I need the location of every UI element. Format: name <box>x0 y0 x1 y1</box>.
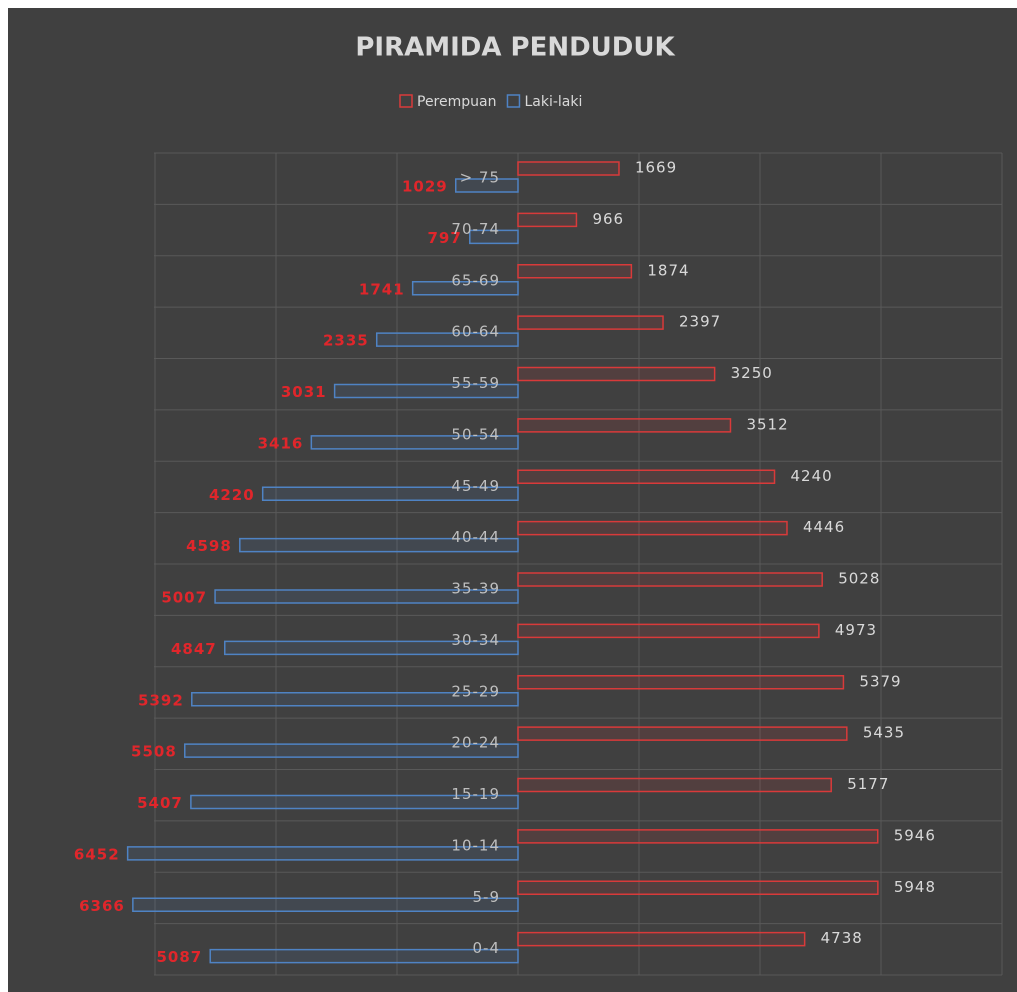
data-label: 3250 <box>731 364 773 382</box>
data-label: 1741 <box>359 280 405 298</box>
category-label: 25-29 <box>451 682 500 700</box>
category-label: 70-74 <box>451 220 500 238</box>
bar <box>261 486 519 501</box>
data-label: 4446 <box>803 518 845 536</box>
data-label: 4847 <box>171 640 217 658</box>
category-label: 10-14 <box>451 836 500 854</box>
category-label: 55-59 <box>451 374 500 392</box>
category-label: 60-64 <box>451 323 500 341</box>
bar <box>517 931 806 947</box>
data-label: 5087 <box>156 948 202 966</box>
data-label: 5948 <box>894 878 936 896</box>
legend-swatch <box>506 94 521 108</box>
data-label: 3416 <box>258 434 304 452</box>
data-label: 5392 <box>138 691 184 709</box>
data-label: 966 <box>592 210 624 228</box>
bar <box>517 315 664 330</box>
bar <box>517 212 578 228</box>
chart-title: PIRAMIDA PENDUDUK <box>355 33 675 63</box>
data-label: 2335 <box>323 332 369 350</box>
category-label: 5-9 <box>473 888 501 906</box>
bar <box>469 229 519 245</box>
category-label: 35-39 <box>451 580 500 598</box>
category-label: 50-54 <box>451 425 500 443</box>
category-label: 40-44 <box>451 528 500 546</box>
bar <box>517 366 716 382</box>
bar <box>310 435 519 450</box>
bar <box>517 829 879 844</box>
data-label: 6366 <box>79 897 125 915</box>
data-label: 5946 <box>894 826 936 844</box>
data-label: 797 <box>427 229 461 247</box>
data-label: 5407 <box>137 794 183 812</box>
data-label: 2397 <box>679 313 721 331</box>
bar <box>517 623 820 639</box>
data-label: 1029 <box>402 178 448 196</box>
data-label: 5435 <box>863 724 905 742</box>
data-label: 6452 <box>74 845 120 863</box>
bar <box>517 880 879 895</box>
category-label: 45-49 <box>451 477 500 495</box>
bar <box>517 161 620 176</box>
bar <box>184 743 519 758</box>
bar <box>191 692 519 707</box>
bar <box>209 948 519 964</box>
data-label: 1874 <box>647 261 689 279</box>
bar <box>517 675 845 690</box>
legend-label: Perempuan <box>417 94 496 110</box>
bar <box>126 846 519 861</box>
bar <box>517 777 832 793</box>
bar <box>517 469 776 484</box>
category-label: 15-19 <box>451 785 500 803</box>
data-label: 4738 <box>821 929 863 947</box>
data-label: 4598 <box>186 537 232 555</box>
data-label: 5028 <box>838 570 880 588</box>
legend-label: Laki-laki <box>524 94 582 110</box>
data-label: 1669 <box>635 159 677 177</box>
bar <box>517 264 633 279</box>
category-label: 30-34 <box>451 631 500 649</box>
bar <box>214 589 519 604</box>
bar <box>239 537 519 553</box>
bar <box>454 178 519 193</box>
bar <box>517 418 732 433</box>
category-label: > 75 <box>460 169 500 187</box>
bar <box>132 897 519 912</box>
bar <box>333 383 519 399</box>
data-label: 5177 <box>847 775 889 793</box>
legend-swatch <box>399 94 413 108</box>
data-label: 3512 <box>746 415 788 433</box>
bar <box>224 640 519 656</box>
data-label: 4240 <box>791 467 833 485</box>
bar <box>517 572 823 587</box>
category-label: 65-69 <box>451 271 500 289</box>
data-label: 5007 <box>161 589 207 607</box>
category-label: 20-24 <box>451 734 500 752</box>
data-label: 3031 <box>281 383 327 401</box>
category-label: 0-4 <box>473 939 501 957</box>
data-label: 4220 <box>209 486 255 504</box>
bar <box>411 281 519 296</box>
data-label: 5508 <box>131 743 177 761</box>
data-label: 5379 <box>859 672 901 690</box>
bar <box>517 726 848 741</box>
bar <box>375 332 519 347</box>
data-label: 4973 <box>835 621 877 639</box>
bar <box>190 794 519 810</box>
bar <box>517 520 788 536</box>
